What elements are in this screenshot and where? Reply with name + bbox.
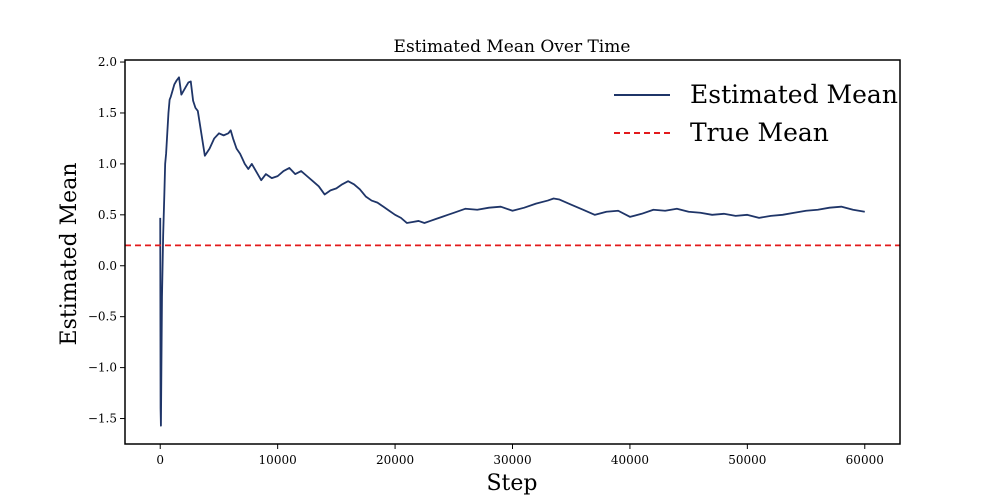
x-tick-label: 30000: [493, 453, 531, 467]
y-tick-label: 1.0: [98, 157, 117, 171]
y-axis: −1.5 −1.0 −0.5 0.0 0.5 1.0 1.5 2.0: [88, 55, 125, 426]
series-line-estimated-mean: [159, 76, 865, 427]
x-axis: 0 10000 20000 30000 40000 50000 60000: [156, 444, 884, 467]
y-tick-label: −0.5: [88, 310, 117, 324]
series-layer: [125, 76, 900, 427]
y-tick-label: −1.0: [88, 361, 117, 375]
legend-label: True Mean: [690, 118, 829, 147]
y-tick-label: 1.5: [98, 106, 117, 120]
x-tick-label: 10000: [259, 453, 297, 467]
y-tick-label: 2.0: [98, 55, 117, 69]
x-tick-label: 60000: [846, 453, 884, 467]
y-tick-label: 0.0: [98, 259, 117, 273]
chart-title: Estimated Mean Over Time: [394, 37, 631, 57]
x-tick-label: 0: [156, 453, 164, 467]
y-axis-title: Estimated Mean: [57, 163, 82, 346]
legend: Estimated Mean True Mean: [614, 80, 898, 147]
x-tick-label: 50000: [728, 453, 766, 467]
y-tick-label: −1.5: [88, 412, 117, 426]
y-tick-label: 0.5: [98, 208, 117, 222]
x-tick-label: 40000: [611, 453, 649, 467]
x-axis-title: Step: [486, 471, 537, 496]
legend-label: Estimated Mean: [690, 80, 898, 109]
x-tick-label: 20000: [376, 453, 414, 467]
